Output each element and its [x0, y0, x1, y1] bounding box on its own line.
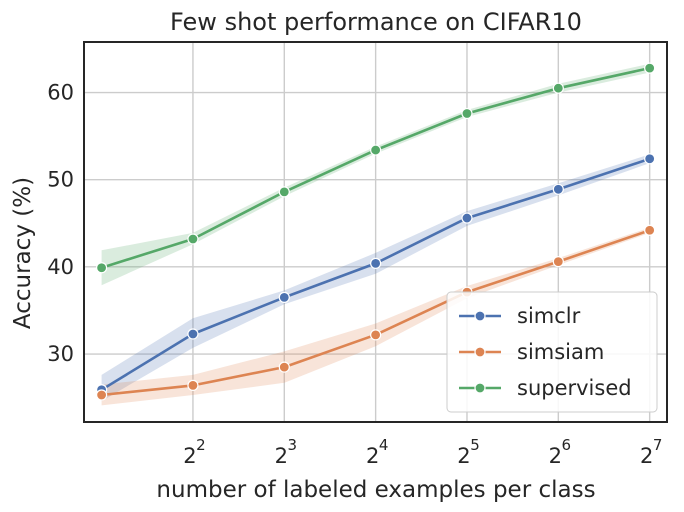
supervised-point [278, 186, 290, 198]
x-tick-exponent: 7 [653, 436, 663, 454]
simclr-point [370, 257, 382, 269]
legend-box [446, 291, 658, 413]
x-tick-label: 2 [183, 444, 196, 468]
x-tick-exponent: 6 [562, 436, 572, 454]
simsiam-point [552, 256, 564, 268]
y-tick-label: 60 [47, 81, 74, 105]
simsiam-point [278, 361, 290, 373]
plot-frame [83, 41, 668, 423]
x-tick-label: 2 [366, 444, 379, 468]
x-tick-label: 2 [457, 444, 470, 468]
x-tick-label: 2 [549, 444, 562, 468]
y-tick-labels: 30 40 50 60 [47, 81, 74, 366]
legend-label: simclr [517, 304, 581, 328]
simsiam-point [95, 389, 108, 401]
y-axis-label: Accuracy (%) [10, 177, 36, 329]
simsiam-point [187, 379, 199, 391]
supervised-point [644, 62, 656, 74]
simsiam-point [644, 224, 656, 236]
legend-swatch-marker [474, 346, 486, 358]
simclr-band [101, 154, 650, 402]
x-tick-label: 2 [275, 444, 288, 468]
supervised-point [370, 144, 382, 156]
supervised-point [552, 82, 564, 94]
x-tick-exponent: 2 [196, 436, 206, 454]
confidence-bands [101, 63, 650, 406]
x-tick-label: 2 [640, 444, 653, 468]
legend-label: supervised [517, 376, 632, 400]
supervised-point [187, 233, 199, 245]
x-tick-exponent: 4 [379, 436, 389, 454]
chart-title: Few shot performance on CIFAR10 [170, 8, 582, 36]
simsiam-band [101, 227, 650, 406]
x-axis-label: number of labeled examples per class [156, 477, 595, 503]
simclr-point [552, 183, 564, 195]
y-tick-label: 50 [47, 168, 74, 192]
simclr-point [278, 291, 290, 303]
legend-swatch-marker [474, 382, 486, 394]
legend-label: simsiam [517, 340, 604, 364]
x-tick-exponent: 3 [288, 436, 298, 454]
simclr-point [644, 153, 656, 165]
simclr-point [461, 212, 473, 224]
y-tick-label: 40 [47, 255, 74, 279]
x-tick-exponent: 5 [470, 436, 480, 454]
simsiam-point [370, 329, 382, 341]
legend: simclr simsiam supervised [446, 291, 658, 413]
simclr-point [187, 328, 199, 340]
supervised-point [95, 262, 108, 274]
supervised-point [461, 107, 473, 120]
legend-swatch-marker [474, 310, 486, 322]
y-tick-label: 30 [47, 342, 74, 366]
